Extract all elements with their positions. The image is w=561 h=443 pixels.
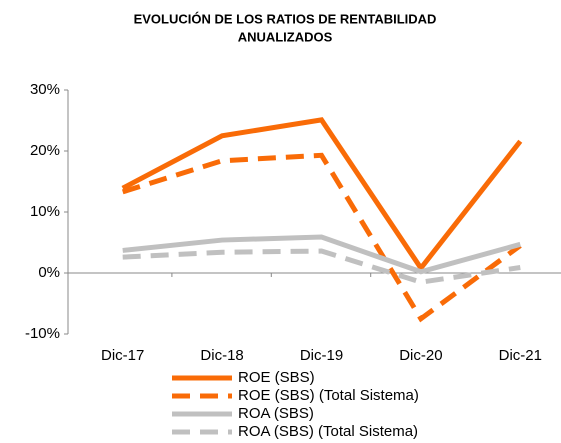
chart-title: EVOLUCIÓN DE LOS RATIOS DE RENTABILIDAD [134,11,437,26]
y-tick-label: -10% [25,325,60,342]
legend-label: ROA (SBS) [238,405,314,422]
x-tick-label: Dic-19 [300,347,343,364]
series-line [122,234,521,275]
chart-title: ANUALIZADOS [238,29,333,44]
legend-label: ROA (SBS) (Total Sistema) [238,423,418,440]
series-line [121,117,523,273]
series-line [121,152,522,323]
y-tick-label: 10% [30,203,60,220]
legend-label: ROE (SBS) (Total Sistema) [238,387,419,404]
y-tick-label: 20% [30,142,60,159]
series-line [122,248,521,285]
legend-label: ROE (SBS) [238,369,315,386]
y-tick-label: 30% [30,81,60,98]
y-tick-label: 0% [38,264,60,281]
x-tick-label: Dic-20 [399,347,442,364]
x-tick-label: Dic-21 [499,347,542,364]
x-tick-label: Dic-17 [101,347,144,364]
x-tick-label: Dic-18 [200,347,243,364]
